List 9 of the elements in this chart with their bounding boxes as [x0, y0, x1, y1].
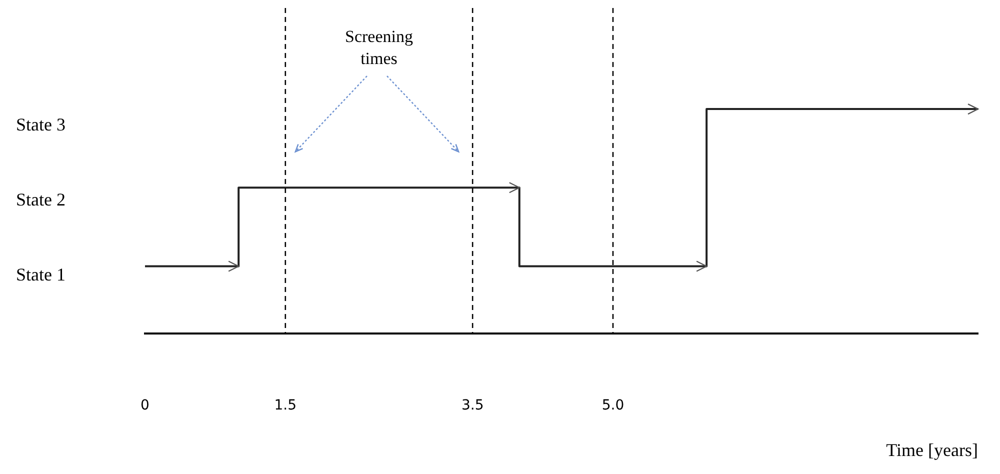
text: State 3	[16, 114, 66, 135]
text: Screening times	[328, 26, 429, 70]
x-tick-label: 0	[140, 398, 150, 414]
x-tick-label: 3.5	[461, 398, 484, 414]
x-tick-label: 5.0	[602, 398, 624, 414]
text: State 1	[16, 264, 66, 285]
text: State 2	[16, 190, 66, 210]
x-tick-label: 1.5	[274, 398, 297, 414]
x-axis-title: Time [years]	[886, 440, 978, 460]
